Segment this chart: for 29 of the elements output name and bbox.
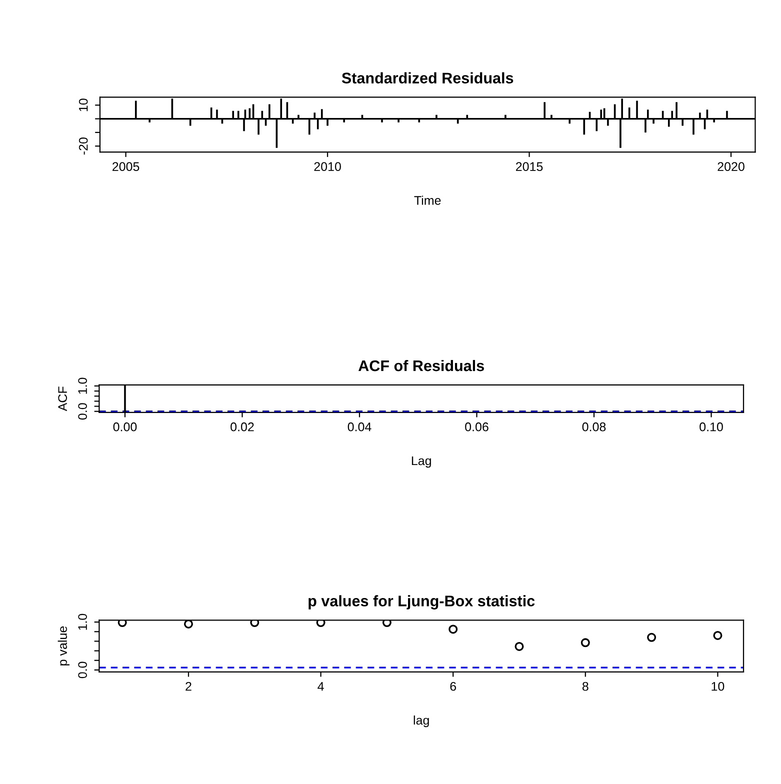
x-tick-label: 2005: [112, 162, 140, 171]
y-tick-label: 0.0: [78, 662, 87, 678]
x-axis-title: Lag: [412, 456, 431, 468]
chart-title: ACF of Residuals: [358, 360, 484, 372]
x-tick-label: 0.00: [113, 422, 137, 432]
x-tick-label: 10: [712, 682, 724, 691]
chart-title: p values for Ljung-Box statistic: [308, 595, 535, 610]
x-tick-label: 8: [582, 682, 588, 691]
x-tick-label: 0.06: [465, 422, 488, 432]
x-axis-title: Time: [414, 196, 441, 205]
x-axis-title: lag: [414, 715, 429, 728]
chart-title: Standardized Residuals: [342, 72, 514, 84]
x-tick-label: 0.04: [348, 422, 372, 432]
y-tick-label: 10: [78, 98, 88, 112]
x-tick-label: 2: [186, 682, 192, 691]
x-tick-label: 0.10: [700, 422, 723, 432]
x-tick-label: 0.02: [230, 422, 254, 432]
x-tick-label: 2015: [516, 162, 543, 171]
y-axis-title: ACF: [58, 386, 68, 412]
y-tick-label: 0.0: [78, 403, 87, 420]
y-tick-label: 1.0: [78, 378, 87, 394]
x-tick-label: 2010: [314, 162, 341, 171]
x-tick-label: 6: [450, 682, 456, 691]
x-tick-label: 2020: [718, 162, 744, 171]
x-tick-label: 0.08: [582, 422, 606, 432]
y-tick-label: 1.0: [78, 614, 87, 630]
y-tick-label: -20: [78, 138, 88, 155]
x-tick-label: 4: [318, 682, 324, 691]
y-axis-title: p value: [58, 626, 70, 666]
